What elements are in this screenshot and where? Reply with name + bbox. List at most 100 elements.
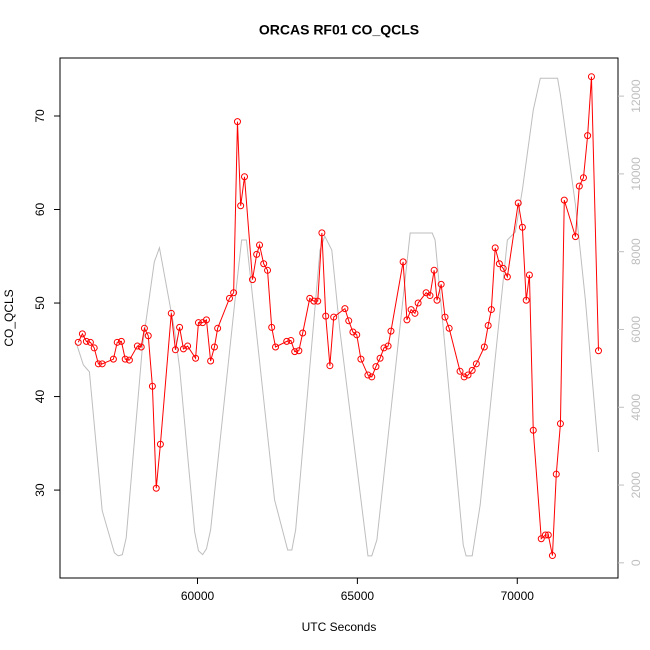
y2-tick-label: 10000 [629,157,643,191]
data-point [207,357,215,365]
data-point [525,271,533,279]
data-point [522,296,530,304]
data-point [353,331,361,339]
data-point [287,336,295,344]
y2-tick-label: 12000 [629,79,643,113]
data-point [380,344,388,352]
data-point [372,363,380,371]
x-tick-label: 70000 [501,589,535,603]
data-point [260,260,268,268]
data-point [560,196,568,204]
data-point [202,316,210,324]
data-point [225,294,233,302]
data-point [144,332,152,340]
data-point [86,338,94,346]
data-point [518,223,526,231]
data-point [314,297,322,305]
data-point [78,330,86,338]
data-point [341,305,349,313]
data-point [433,296,441,304]
data-point [472,360,480,368]
data-point [594,347,602,355]
data-point [98,360,106,368]
data-point [152,484,160,492]
data-point [399,258,407,266]
data-point [345,317,353,325]
data-point [295,347,303,355]
data-point [310,297,318,305]
data-point [364,371,372,379]
data-point [113,338,121,346]
x-axis-label: UTC Seconds [302,620,377,634]
data-point [468,366,476,374]
data-point [322,312,330,320]
y2-tick-label: 2000 [629,471,643,498]
y-tick-label: 60 [33,203,47,217]
data-point [571,233,579,241]
data-point [384,342,392,350]
data-point [326,362,334,370]
data-point [487,306,495,314]
data-point [544,531,552,539]
data-point [117,337,125,345]
y2-tick-label: 0 [629,559,643,566]
y2-tick-label: 4000 [629,394,643,421]
data-point [460,373,468,381]
y-tick-label: 30 [33,483,47,497]
series-line [75,77,599,557]
data-point [140,324,148,332]
data-point [556,420,564,428]
y-tick-label: 70 [33,109,47,123]
y-tick-label: 40 [33,390,47,404]
data-point [403,316,411,324]
data-point [484,321,492,329]
y-axis-label: CO_QCLS [2,289,16,346]
data-point [109,355,117,363]
data-point [121,355,129,363]
data-point [283,337,291,345]
data-point [514,199,522,207]
data-point [264,266,272,274]
data-point [495,260,503,268]
data-point [387,327,395,335]
data-point [90,344,98,352]
data-point [499,264,507,272]
data-point [194,319,202,327]
data-point [529,426,537,434]
data-point [584,132,592,140]
data-point [137,343,145,351]
data-point [249,276,257,284]
data-point [230,289,238,297]
data-point [376,354,384,362]
data-point [253,250,261,258]
plot-frame [59,57,619,579]
data-point [575,182,583,190]
data-point [192,354,200,362]
y-tick-label: 50 [33,296,47,310]
data-point [368,373,376,381]
data-point [299,329,307,337]
data-point [82,337,90,345]
data-point [94,360,102,368]
data-point [133,342,141,350]
data-point [256,241,264,249]
series-line [77,76,599,556]
data-point [125,356,133,364]
data-point [541,531,549,539]
data-point [184,342,192,350]
data-point [167,309,175,317]
data-point [437,280,445,288]
data-point [537,535,545,543]
data-point [552,470,560,478]
data-point [272,343,280,351]
data-point [171,346,179,354]
data-point [441,313,449,321]
data-point [464,371,472,379]
x-tick-label: 60000 [181,589,215,603]
data-point [156,440,164,448]
data-point [357,355,365,363]
data-point [214,324,222,332]
data-point [430,266,438,274]
data-point [411,309,419,317]
data-point [480,343,488,351]
